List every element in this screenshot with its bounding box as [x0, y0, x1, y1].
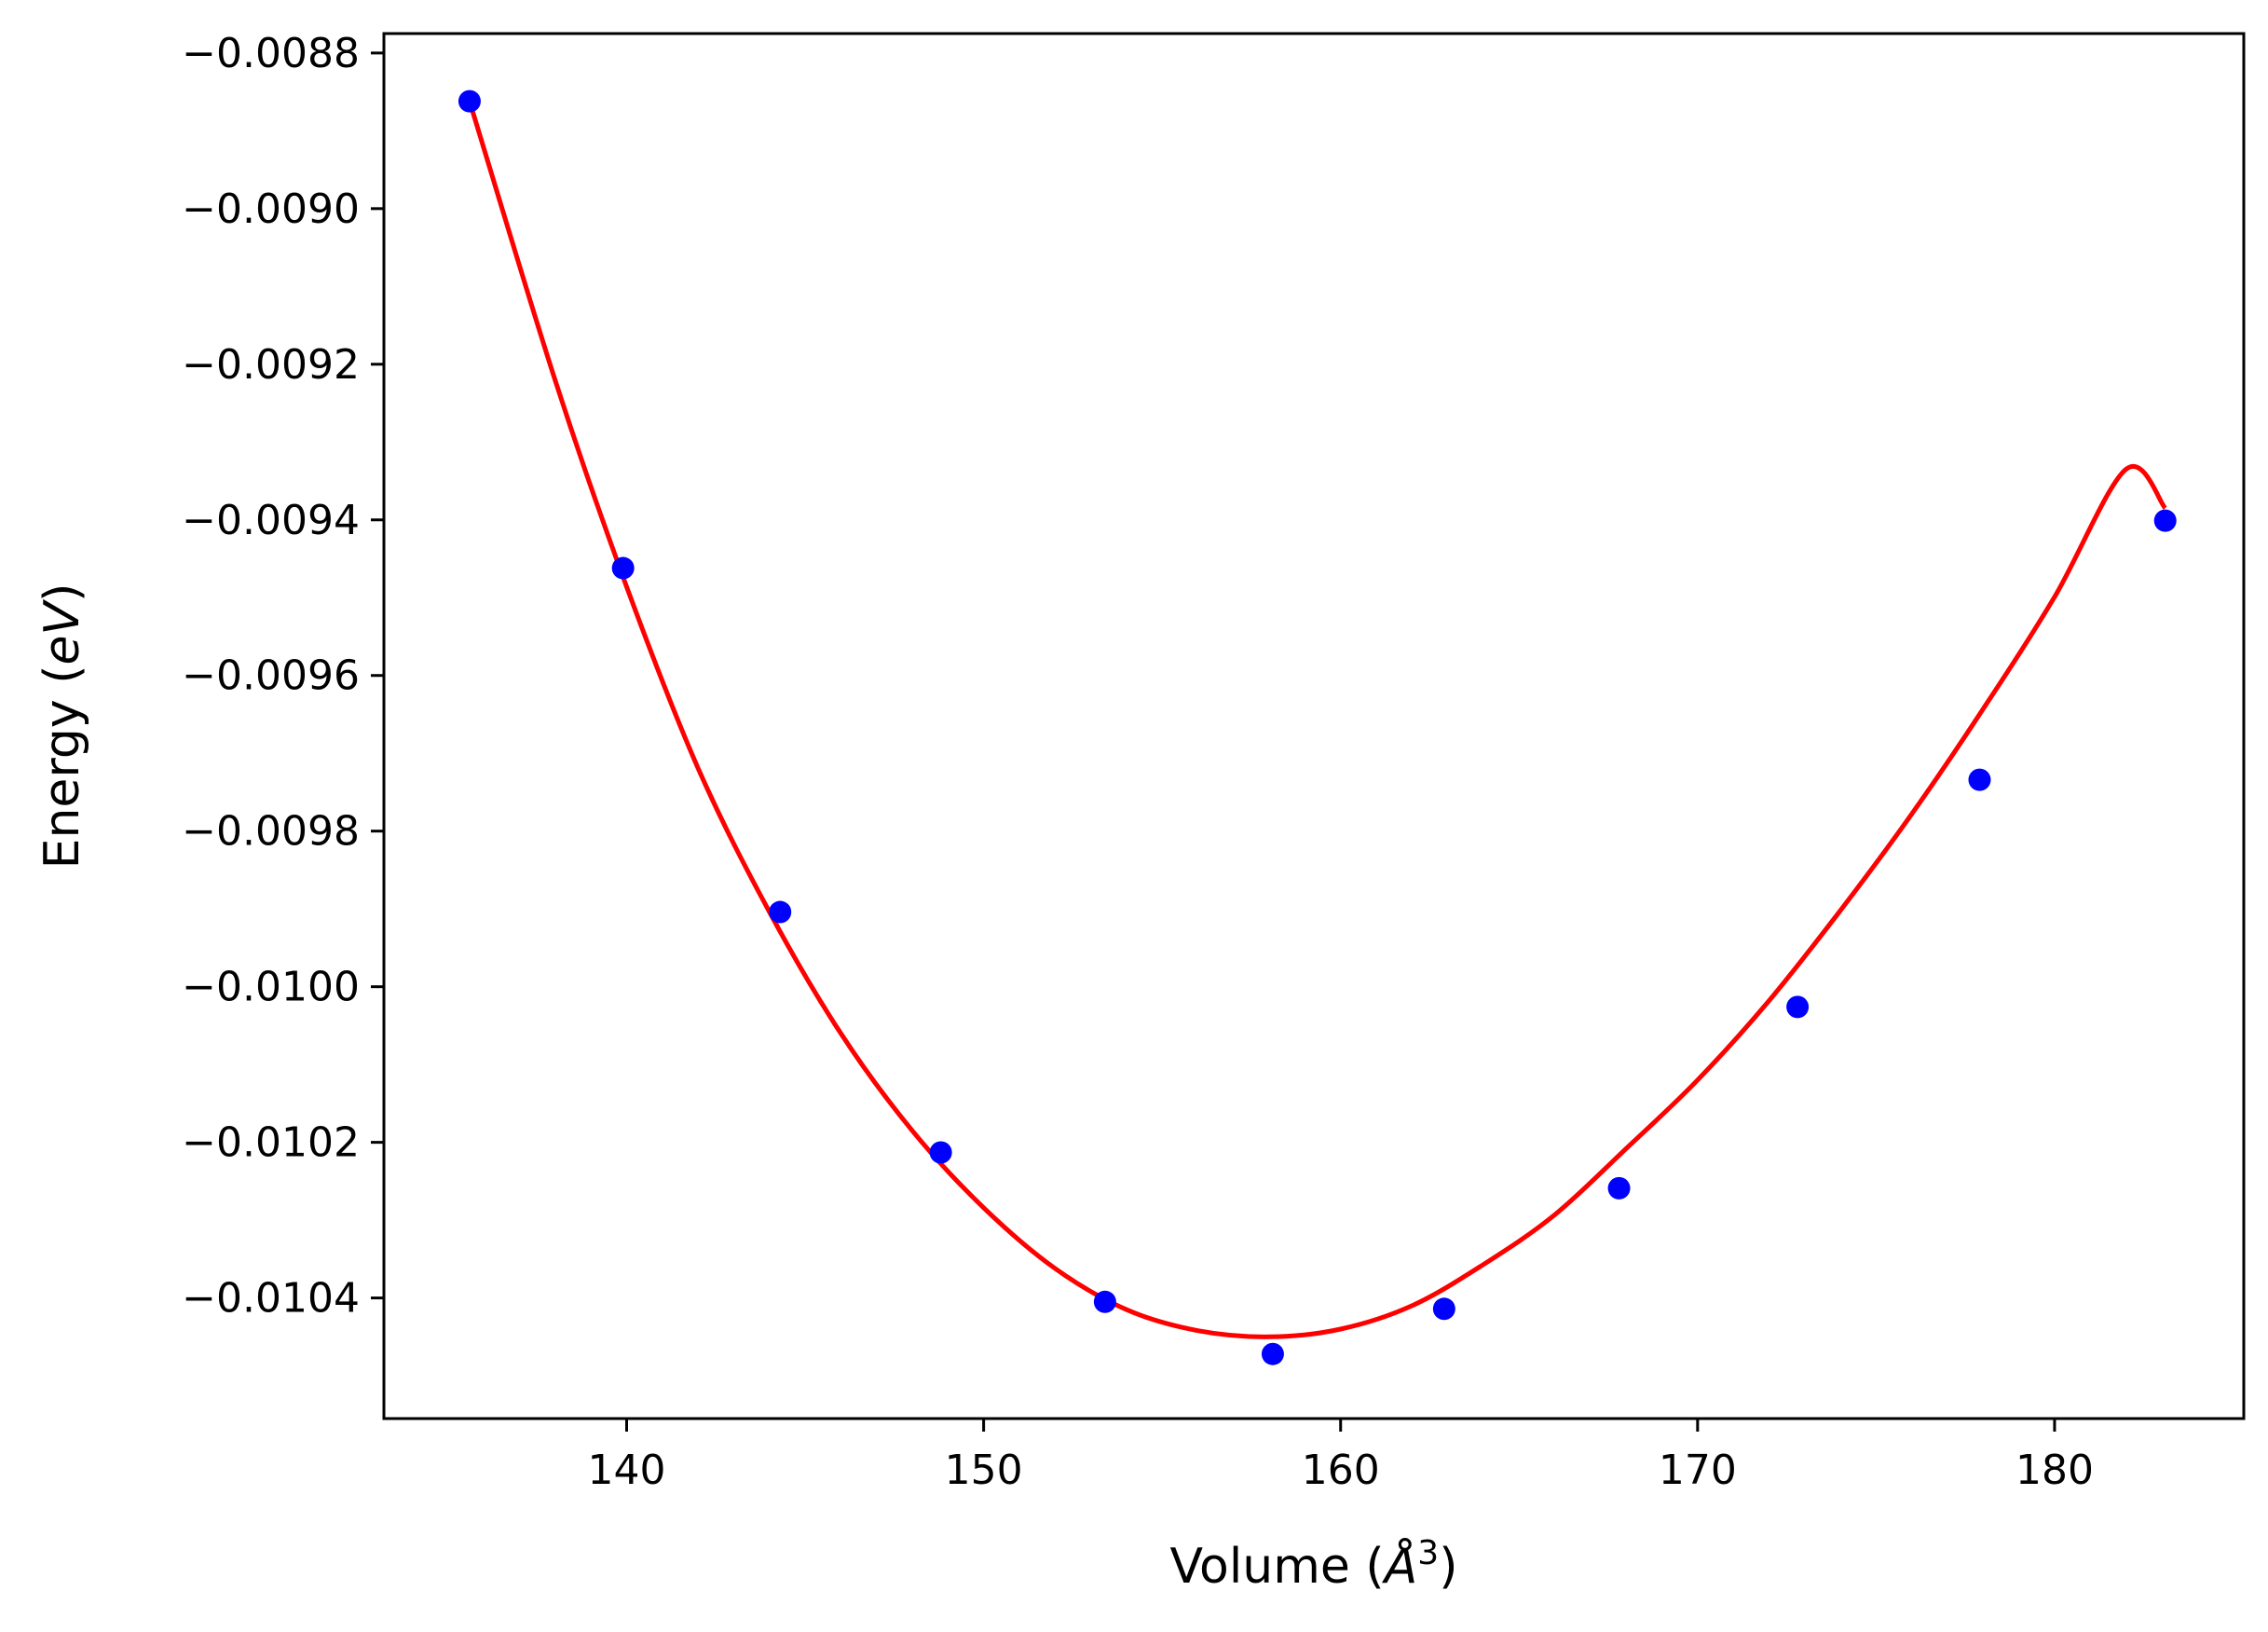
x-axis-ticks: 140 150 160 170 180 — [588, 1419, 2094, 1494]
data-point — [1786, 995, 1810, 1019]
y-axis-label-text: Energy ( — [34, 665, 90, 870]
y-tick-label: −0.0104 — [182, 1275, 360, 1323]
data-point — [1968, 768, 1991, 791]
y-axis-label-unit: eV — [34, 599, 90, 665]
x-axis-label-symbol: Å — [1382, 1537, 1418, 1595]
y-axis-ticks: −0.0088 −0.0090 −0.0092 −0.0094 −0.0096 −0.00… — [182, 30, 384, 1323]
x-tick-label: 150 — [945, 1447, 1023, 1494]
series-layer — [458, 89, 2177, 1365]
y-tick-label: −0.0092 — [182, 341, 360, 389]
y-tick-label: −0.0100 — [182, 964, 360, 1011]
y-tick-label: −0.0090 — [182, 185, 360, 233]
data-point — [1607, 1176, 1631, 1200]
data-point — [769, 900, 792, 924]
y-tick-label: −0.0088 — [182, 30, 360, 77]
data-point — [2153, 509, 2177, 532]
data-point — [1093, 1290, 1116, 1313]
data-point — [1432, 1297, 1455, 1321]
y-tick-label: −0.0102 — [182, 1119, 360, 1167]
x-axis-label-text: Volume ( — [1170, 1539, 1385, 1595]
y-axis-label: Energy (eV) — [34, 583, 90, 870]
y-tick-label: −0.0096 — [182, 652, 360, 700]
x-tick-label: 160 — [1302, 1447, 1380, 1494]
x-axis-label-exponent: 3 — [1417, 1534, 1439, 1572]
x-tick-label: 180 — [2015, 1447, 2094, 1494]
data-point — [458, 89, 481, 113]
y-tick-label: −0.0098 — [182, 808, 360, 856]
data-point — [1261, 1342, 1284, 1365]
plot-area-frame — [382, 32, 2246, 1420]
fit-curve-line — [467, 100, 2167, 1339]
y-axis-label-close: ) — [34, 583, 90, 602]
x-tick-label: 140 — [588, 1447, 666, 1494]
y-tick-label: −0.0094 — [182, 497, 360, 544]
x-axis-label: Volume (Å3) — [1170, 1534, 1458, 1595]
data-point — [929, 1141, 952, 1164]
data-point — [611, 556, 635, 580]
x-axis-label-close: ) — [1439, 1539, 1457, 1595]
x-tick-label: 170 — [1659, 1447, 1737, 1494]
